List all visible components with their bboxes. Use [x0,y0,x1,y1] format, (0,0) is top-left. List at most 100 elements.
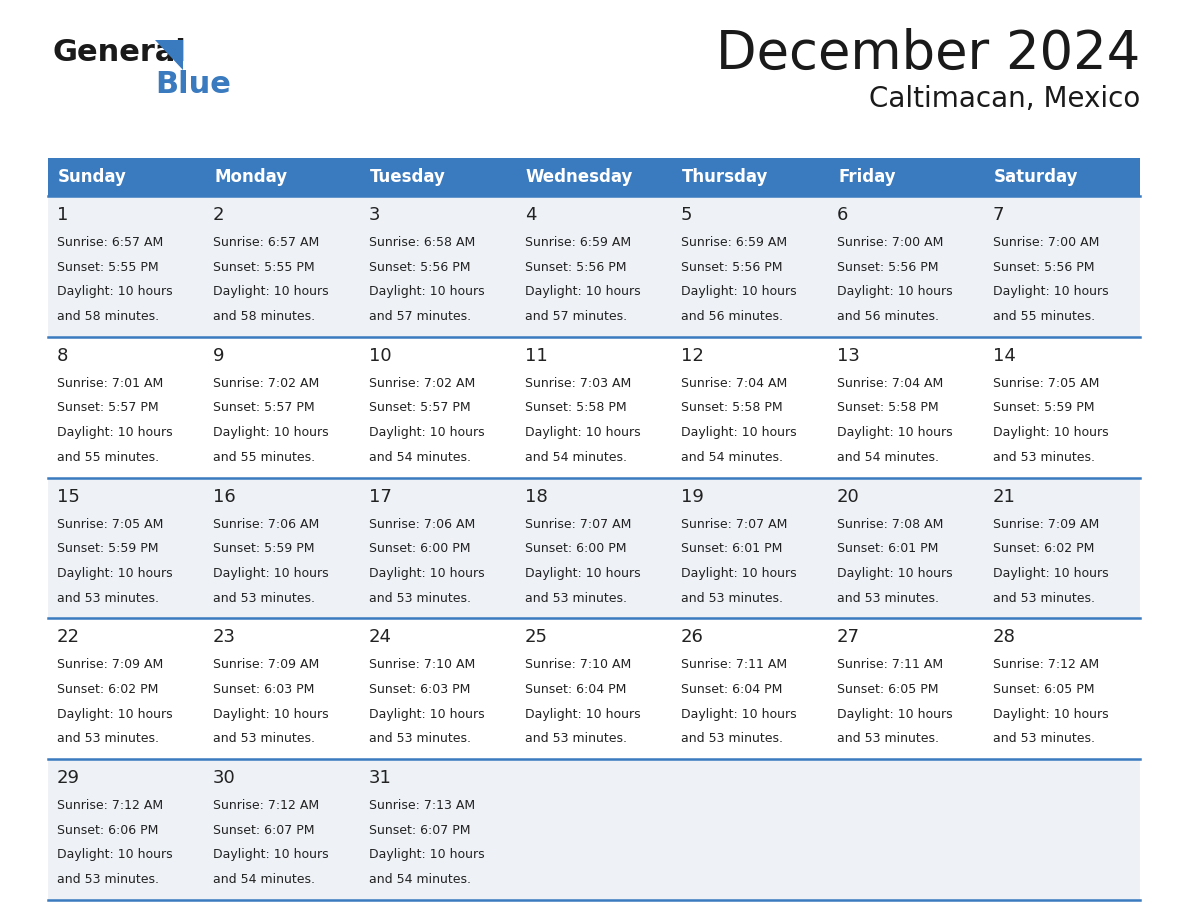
Text: Sunrise: 7:00 AM: Sunrise: 7:00 AM [838,236,943,249]
Text: Daylight: 10 hours: Daylight: 10 hours [525,426,640,439]
Text: Sunrise: 7:13 AM: Sunrise: 7:13 AM [369,800,475,812]
Text: Sunset: 5:58 PM: Sunset: 5:58 PM [525,401,626,414]
Text: 21: 21 [993,487,1016,506]
Text: Sunrise: 6:57 AM: Sunrise: 6:57 AM [213,236,320,249]
Text: Sunset: 6:07 PM: Sunset: 6:07 PM [213,823,315,837]
Text: Sunset: 5:56 PM: Sunset: 5:56 PM [838,261,939,274]
Text: Daylight: 10 hours: Daylight: 10 hours [681,567,797,580]
Text: Sunset: 6:00 PM: Sunset: 6:00 PM [369,543,470,555]
Text: Daylight: 10 hours: Daylight: 10 hours [993,567,1108,580]
Text: Sunset: 6:00 PM: Sunset: 6:00 PM [525,543,626,555]
Text: Daylight: 10 hours: Daylight: 10 hours [369,426,485,439]
Text: Sunset: 5:57 PM: Sunset: 5:57 PM [369,401,470,414]
Bar [516,158,672,196]
Text: and 54 minutes.: and 54 minutes. [681,451,783,464]
Text: 29: 29 [57,769,80,788]
Text: Sunrise: 7:08 AM: Sunrise: 7:08 AM [838,518,943,531]
Text: and 54 minutes.: and 54 minutes. [369,451,470,464]
Text: and 53 minutes.: and 53 minutes. [57,733,159,745]
Text: Sunrise: 6:57 AM: Sunrise: 6:57 AM [57,236,163,249]
Text: and 58 minutes.: and 58 minutes. [57,310,159,323]
Text: 18: 18 [525,487,548,506]
Text: Daylight: 10 hours: Daylight: 10 hours [993,285,1108,298]
Text: Sunrise: 7:09 AM: Sunrise: 7:09 AM [213,658,320,671]
Text: Daylight: 10 hours: Daylight: 10 hours [213,285,329,298]
Text: Sunrise: 7:07 AM: Sunrise: 7:07 AM [681,518,788,531]
Text: 12: 12 [681,347,703,364]
Text: Daylight: 10 hours: Daylight: 10 hours [213,426,329,439]
Text: Daylight: 10 hours: Daylight: 10 hours [525,567,640,580]
Text: Sunrise: 7:06 AM: Sunrise: 7:06 AM [369,518,475,531]
Text: Thursday: Thursday [682,168,769,186]
Text: Sunrise: 7:05 AM: Sunrise: 7:05 AM [57,518,164,531]
Text: Sunset: 5:57 PM: Sunset: 5:57 PM [213,401,315,414]
Text: and 53 minutes.: and 53 minutes. [57,873,159,886]
Text: 10: 10 [369,347,392,364]
Text: Daylight: 10 hours: Daylight: 10 hours [369,285,485,298]
Bar [360,158,516,196]
Text: 2: 2 [213,206,225,224]
Text: Sunrise: 7:00 AM: Sunrise: 7:00 AM [993,236,1099,249]
Text: Sunrise: 7:12 AM: Sunrise: 7:12 AM [57,800,163,812]
Text: 23: 23 [213,629,236,646]
Text: Sunset: 5:56 PM: Sunset: 5:56 PM [993,261,1094,274]
Text: 11: 11 [525,347,548,364]
Text: 9: 9 [213,347,225,364]
Bar [48,196,1140,337]
Text: Sunset: 5:59 PM: Sunset: 5:59 PM [993,401,1094,414]
Text: Daylight: 10 hours: Daylight: 10 hours [57,426,172,439]
Text: Daylight: 10 hours: Daylight: 10 hours [525,708,640,721]
Text: Sunrise: 7:02 AM: Sunrise: 7:02 AM [213,376,320,390]
Text: Saturday: Saturday [994,168,1079,186]
Text: and 56 minutes.: and 56 minutes. [681,310,783,323]
Text: Sunset: 5:59 PM: Sunset: 5:59 PM [213,543,315,555]
Text: and 55 minutes.: and 55 minutes. [993,310,1095,323]
Text: Sunrise: 7:05 AM: Sunrise: 7:05 AM [993,376,1099,390]
Text: Sunrise: 7:10 AM: Sunrise: 7:10 AM [369,658,475,671]
Bar [48,759,1140,900]
Text: Sunset: 6:02 PM: Sunset: 6:02 PM [993,543,1094,555]
Text: Sunset: 6:02 PM: Sunset: 6:02 PM [57,683,158,696]
Text: 31: 31 [369,769,392,788]
Text: 26: 26 [681,629,703,646]
Text: and 57 minutes.: and 57 minutes. [369,310,472,323]
Text: Sunrise: 6:59 AM: Sunrise: 6:59 AM [525,236,631,249]
Bar [828,158,984,196]
Text: Sunrise: 6:59 AM: Sunrise: 6:59 AM [681,236,788,249]
Text: Sunset: 5:56 PM: Sunset: 5:56 PM [681,261,783,274]
Text: and 57 minutes.: and 57 minutes. [525,310,627,323]
Text: Sunset: 6:04 PM: Sunset: 6:04 PM [681,683,783,696]
Bar [204,158,360,196]
Text: Sunset: 6:01 PM: Sunset: 6:01 PM [838,543,939,555]
Text: 27: 27 [838,629,860,646]
Text: Wednesday: Wednesday [526,168,633,186]
Text: Daylight: 10 hours: Daylight: 10 hours [525,285,640,298]
Text: and 54 minutes.: and 54 minutes. [525,451,627,464]
Text: Sunset: 6:01 PM: Sunset: 6:01 PM [681,543,783,555]
Text: and 53 minutes.: and 53 minutes. [213,591,315,605]
Text: Sunrise: 7:04 AM: Sunrise: 7:04 AM [681,376,788,390]
Text: 6: 6 [838,206,848,224]
Text: 7: 7 [993,206,1005,224]
Text: 16: 16 [213,487,235,506]
Text: Sunset: 5:55 PM: Sunset: 5:55 PM [213,261,315,274]
Text: and 53 minutes.: and 53 minutes. [57,591,159,605]
Text: Sunset: 5:58 PM: Sunset: 5:58 PM [681,401,783,414]
Text: Sunset: 5:56 PM: Sunset: 5:56 PM [369,261,470,274]
Text: Daylight: 10 hours: Daylight: 10 hours [681,285,797,298]
Text: Daylight: 10 hours: Daylight: 10 hours [369,567,485,580]
Polygon shape [154,40,183,70]
Text: Sunrise: 7:12 AM: Sunrise: 7:12 AM [213,800,320,812]
Text: Blue: Blue [154,70,230,99]
Text: Daylight: 10 hours: Daylight: 10 hours [213,848,329,861]
Text: Tuesday: Tuesday [369,168,446,186]
Text: Daylight: 10 hours: Daylight: 10 hours [838,708,953,721]
Text: Sunrise: 7:06 AM: Sunrise: 7:06 AM [213,518,320,531]
Text: and 56 minutes.: and 56 minutes. [838,310,939,323]
Text: and 55 minutes.: and 55 minutes. [213,451,315,464]
Text: and 53 minutes.: and 53 minutes. [838,733,939,745]
Bar [672,158,828,196]
Text: and 55 minutes.: and 55 minutes. [57,451,159,464]
Text: 20: 20 [838,487,860,506]
Text: Daylight: 10 hours: Daylight: 10 hours [838,567,953,580]
